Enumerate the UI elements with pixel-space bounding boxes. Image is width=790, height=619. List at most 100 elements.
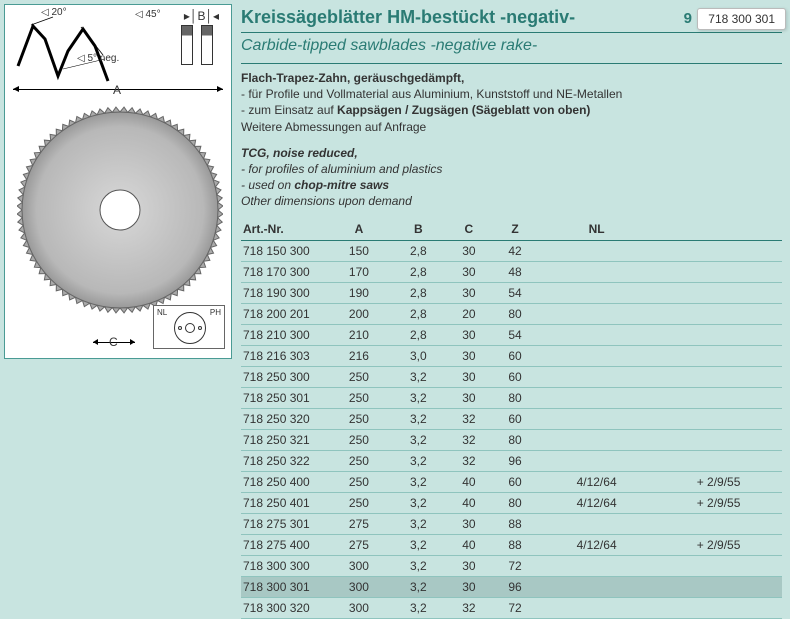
cell-b: 3,2 bbox=[391, 471, 446, 492]
cell-nl: 4/12/64 bbox=[538, 471, 655, 492]
cell-z: 42 bbox=[492, 240, 538, 261]
cell-art: 718 210 300 bbox=[241, 324, 327, 345]
cell-nl bbox=[538, 366, 655, 387]
cell-c: 40 bbox=[446, 492, 492, 513]
cell-z: 60 bbox=[492, 408, 538, 429]
cell-art: 718 250 400 bbox=[241, 471, 327, 492]
cell-c: 30 bbox=[446, 366, 492, 387]
table-row: 718 300 3003003,23072 bbox=[241, 555, 782, 576]
cell-extra bbox=[655, 387, 782, 408]
desc-en-line1: TCG, noise reduced, bbox=[241, 145, 782, 161]
cell-b: 3,2 bbox=[391, 366, 446, 387]
cell-nl bbox=[538, 387, 655, 408]
cell-nl bbox=[538, 345, 655, 366]
left-column: ◁ 20° ◁ 45° ◁ 5° neg. ▸│B│◂ A bbox=[0, 0, 237, 615]
cell-z: 54 bbox=[492, 282, 538, 303]
tooth-diagram: ◁ 20° ◁ 45° ◁ 5° neg. ▸│B│◂ A bbox=[5, 5, 231, 100]
title-english: Carbide-tipped sawblades -negative rake- bbox=[241, 33, 782, 64]
description-english: TCG, noise reduced, - for profiles of al… bbox=[241, 141, 782, 218]
cell-z: 54 bbox=[492, 324, 538, 345]
cell-art: 718 150 300 bbox=[241, 240, 327, 261]
cell-extra bbox=[655, 240, 782, 261]
cell-nl bbox=[538, 555, 655, 576]
cell-art: 718 250 301 bbox=[241, 387, 327, 408]
desc-de-line4: Weitere Abmessungen auf Anfrage bbox=[241, 119, 782, 135]
cell-art: 718 250 322 bbox=[241, 450, 327, 471]
desc-de-line2: - für Profile und Vollmaterial aus Alumi… bbox=[241, 86, 782, 102]
table-row: 718 170 3001702,83048 bbox=[241, 261, 782, 282]
cell-b: 2,8 bbox=[391, 303, 446, 324]
cell-c: 30 bbox=[446, 513, 492, 534]
cell-nl bbox=[538, 429, 655, 450]
cell-b: 3,0 bbox=[391, 345, 446, 366]
cell-nl bbox=[538, 408, 655, 429]
cell-b: 3,2 bbox=[391, 408, 446, 429]
product-code-badge: 718 300 301 bbox=[697, 8, 786, 30]
cell-a: 170 bbox=[327, 261, 391, 282]
cell-a: 250 bbox=[327, 408, 391, 429]
col-extra bbox=[655, 218, 782, 241]
col-c: C bbox=[446, 218, 492, 241]
table-row: 718 200 2012002,82080 bbox=[241, 303, 782, 324]
cell-c: 30 bbox=[446, 345, 492, 366]
desc-en-line4: Other dimensions upon demand bbox=[241, 193, 782, 209]
tooth-profile-icon bbox=[13, 11, 143, 89]
cell-extra bbox=[655, 282, 782, 303]
cell-art: 718 250 300 bbox=[241, 366, 327, 387]
cell-a: 150 bbox=[327, 240, 391, 261]
cell-z: 96 bbox=[492, 576, 538, 597]
cell-extra bbox=[655, 513, 782, 534]
table-row: 718 250 3202503,23260 bbox=[241, 408, 782, 429]
cell-z: 88 bbox=[492, 534, 538, 555]
desc-de-line3: - zum Einsatz auf Kappsägen / Zugsägen (… bbox=[241, 102, 782, 118]
cell-a: 250 bbox=[327, 387, 391, 408]
cell-b: 2,8 bbox=[391, 282, 446, 303]
ph-label: PH bbox=[210, 308, 221, 317]
cell-c: 40 bbox=[446, 471, 492, 492]
cell-c: 30 bbox=[446, 282, 492, 303]
cell-b: 3,2 bbox=[391, 429, 446, 450]
cell-c: 32 bbox=[446, 429, 492, 450]
cell-extra bbox=[655, 429, 782, 450]
cell-a: 300 bbox=[327, 576, 391, 597]
cell-art: 718 216 303 bbox=[241, 345, 327, 366]
table-header-row: Art.-Nr. A B C Z NL bbox=[241, 218, 782, 241]
cell-extra: + 2/9/55 bbox=[655, 492, 782, 513]
col-z: Z bbox=[492, 218, 538, 241]
table-row: 718 275 4002753,240884/12/64+ 2/9/55 bbox=[241, 534, 782, 555]
cell-c: 32 bbox=[446, 450, 492, 471]
cell-art: 718 250 320 bbox=[241, 408, 327, 429]
cell-nl bbox=[538, 282, 655, 303]
cell-b: 2,8 bbox=[391, 240, 446, 261]
page-container: ◁ 20° ◁ 45° ◁ 5° neg. ▸│B│◂ A bbox=[0, 0, 790, 615]
desc-de-line1: Flach-Trapez-Zahn, geräuschgedämpft, bbox=[241, 70, 782, 86]
table-row: 718 275 3012753,23088 bbox=[241, 513, 782, 534]
table-row: 718 216 3032163,03060 bbox=[241, 345, 782, 366]
cell-extra: + 2/9/55 bbox=[655, 471, 782, 492]
cell-extra bbox=[655, 366, 782, 387]
cell-b: 3,2 bbox=[391, 450, 446, 471]
cell-extra bbox=[655, 303, 782, 324]
cell-c: 30 bbox=[446, 324, 492, 345]
cell-a: 300 bbox=[327, 555, 391, 576]
table-row: 718 300 3013003,23096 bbox=[241, 576, 782, 597]
table-row: 718 250 4012503,240804/12/64+ 2/9/55 bbox=[241, 492, 782, 513]
description-german: Flach-Trapez-Zahn, geräuschgedämpft, - f… bbox=[241, 64, 782, 141]
cell-c: 30 bbox=[446, 576, 492, 597]
cell-b: 3,2 bbox=[391, 576, 446, 597]
cell-b: 3,2 bbox=[391, 513, 446, 534]
angle-5neg-label: ◁ 5° neg. bbox=[77, 53, 119, 64]
cell-extra bbox=[655, 576, 782, 597]
insert-icons bbox=[177, 19, 221, 75]
cell-b: 2,8 bbox=[391, 324, 446, 345]
cell-nl bbox=[538, 303, 655, 324]
cell-a: 275 bbox=[327, 513, 391, 534]
col-b: B bbox=[391, 218, 446, 241]
cell-c: 30 bbox=[446, 240, 492, 261]
cell-b: 3,2 bbox=[391, 555, 446, 576]
cell-z: 80 bbox=[492, 429, 538, 450]
right-column: Kreissägeblätter HM-bestückt -negativ- C… bbox=[237, 0, 790, 615]
cell-a: 200 bbox=[327, 303, 391, 324]
dimension-c-label: C bbox=[109, 335, 118, 349]
cell-a: 250 bbox=[327, 471, 391, 492]
